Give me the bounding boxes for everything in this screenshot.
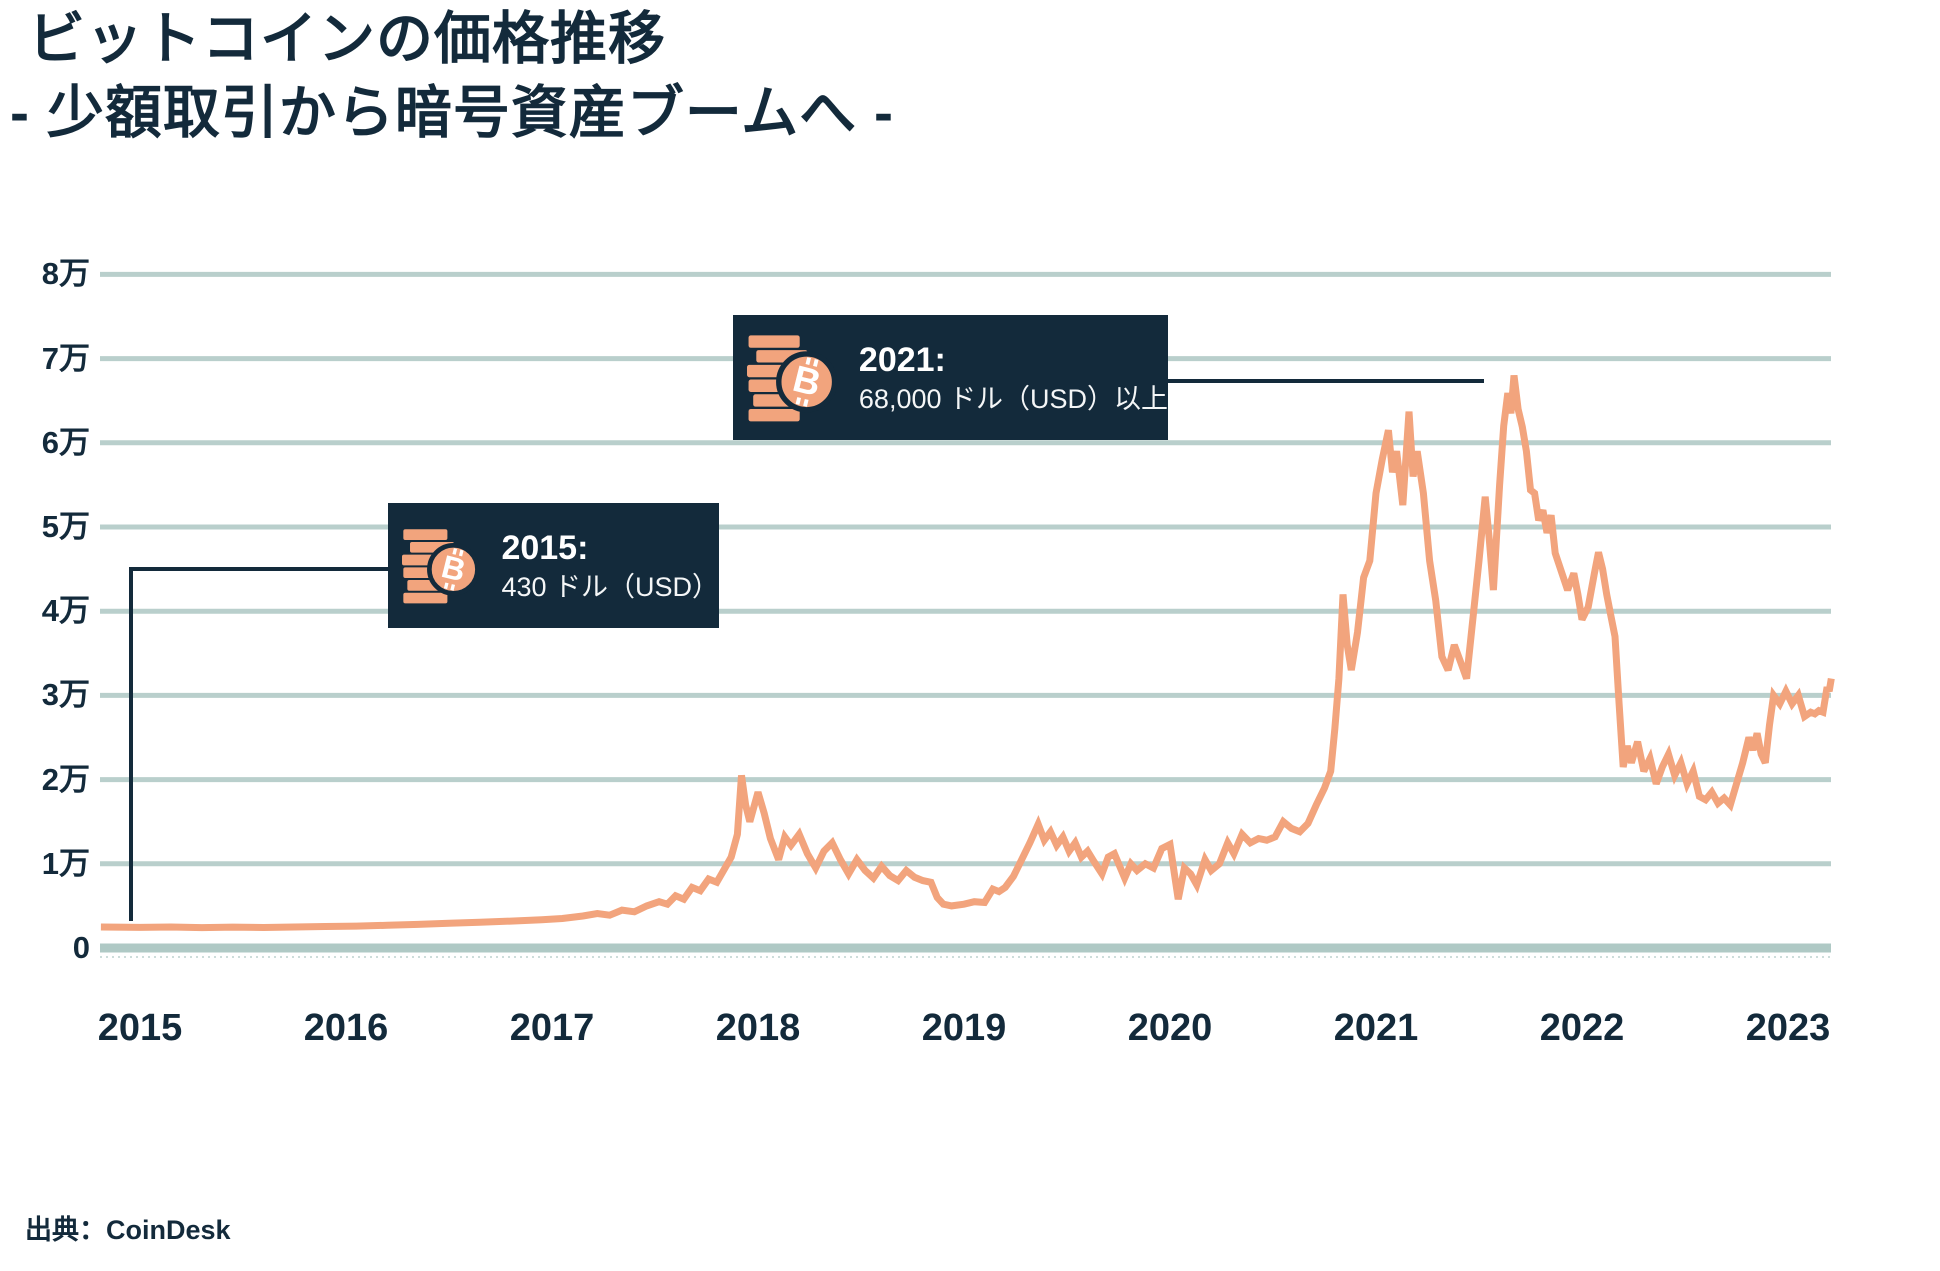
- annotation-value: 68,000 ドル（USD）以上: [858, 383, 1168, 414]
- annotation-text: 2015: 430 ドル（USD）: [501, 527, 719, 605]
- annotation-year: 2015:: [501, 528, 589, 567]
- annotation-value: 430 ドル（USD）: [501, 571, 719, 602]
- leader-line-2015: [129, 567, 388, 921]
- bitcoin-coin-stack-icon: B: [747, 334, 837, 421]
- page-title: ビットコインの価格推移 - 少額取引から暗号資産ブームへ -: [10, 2, 894, 150]
- bitcoin-coin-stack-icon: B: [402, 528, 480, 603]
- btc-price-line: [100, 374, 1835, 932]
- title-line-1: ビットコインの価格推移: [28, 7, 666, 71]
- title-line-2: - 少額取引から暗号資産ブームへ -: [10, 81, 894, 145]
- annotation-2021: B 2021: 68,000 ドル（USD）以上: [733, 315, 1168, 440]
- source-note: 出典：CoinDesk: [25, 1215, 231, 1245]
- annotation-2015: B 2015: 430 ドル（USD）: [388, 503, 719, 628]
- annotation-text: 2021: 68,000 ドル（USD）以上: [859, 339, 1168, 417]
- annotation-year: 2021:: [858, 340, 946, 379]
